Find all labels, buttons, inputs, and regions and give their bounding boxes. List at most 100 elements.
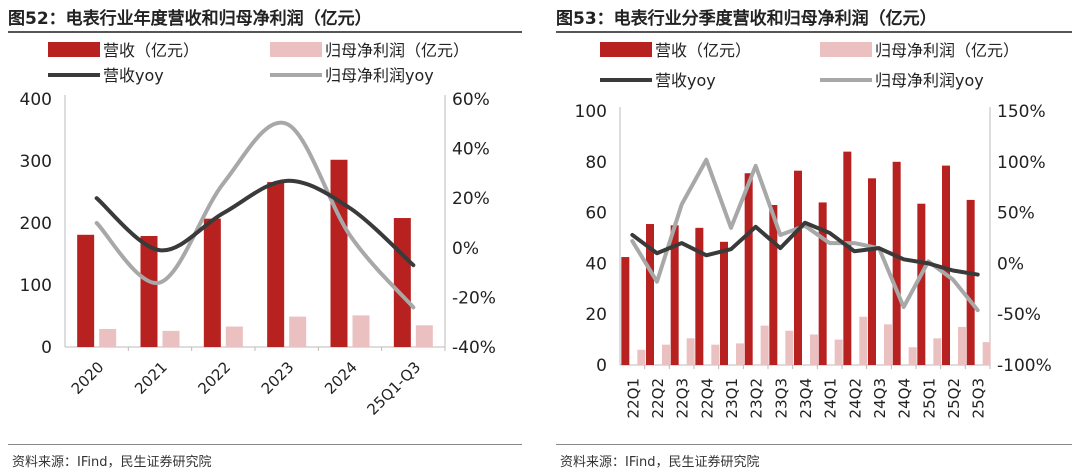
y-left-tick-label: 60 [585,204,607,224]
profit-bar [785,330,794,365]
chart-title: 图53：电表行业分季度营收和归母净利润（亿元） [556,9,937,29]
legend-swatch-profit [820,42,872,57]
x-tick-label: 22Q2 [649,378,667,418]
y-right-tick-label: -40% [452,338,496,358]
revenue-bar [720,241,728,365]
y-right-tick-label: 40% [452,140,490,160]
revenue-bar [868,178,876,365]
revenue-bar [77,234,95,347]
profit-bar [736,343,744,365]
profit-yoy-line [94,120,416,310]
revenue-yoy-line [94,178,416,268]
y-right-tick-label: 50% [997,204,1035,224]
revenue-yoy-line [630,220,980,277]
profit-bar [637,349,646,365]
title-rule [556,31,1072,33]
revenue-bar [203,218,221,347]
revenue-bar [140,236,158,347]
y-left-tick-label: 20 [585,305,607,325]
legend-label-profit-yoy: 归母净利润yoy [875,71,984,90]
revenue-bar [794,170,802,365]
profit-yoy-line [630,157,980,313]
legend-label-revenue-yoy: 营收yoy [655,71,716,90]
revenue-bar [621,257,630,365]
revenue-bar [818,202,827,365]
profit-bar [958,326,966,365]
title-rule [8,31,522,33]
y-right-tick-label: 20% [452,189,490,209]
y-right-tick-label: 150% [997,102,1046,122]
x-tick-label: 24Q2 [846,378,864,418]
profit-bar [834,339,843,365]
revenue-bar [843,151,852,365]
y-left-tick-label: 200 [20,214,52,234]
profit-bar [225,326,243,347]
profit-bar [810,334,818,365]
y-right-tick-label: -50% [997,305,1041,325]
y-left-tick-label: 100 [20,276,52,296]
legend-swatch-revenue [48,42,100,57]
y-left-tick-label: 300 [20,152,52,172]
x-tick-label: 22Q1 [624,378,642,418]
revenue-bar [917,203,926,365]
profit-bar [982,342,991,365]
revenue-bar [695,227,704,365]
legend-label-profit: 归母净利润（亿元） [325,41,469,60]
x-tick-label: 24Q3 [871,378,889,418]
profit-bar [884,324,892,365]
y-right-tick-label: -20% [452,288,496,308]
source-note: 资料来源：IFind，民生证券研究院 [560,455,760,470]
source-rule [8,444,522,445]
y-left-tick-label: 80 [585,153,607,173]
legend-label-profit: 归母净利润（亿元） [875,41,1019,60]
y-left-tick-label: 40 [585,254,607,274]
profit-bar [289,316,307,347]
legend-label-revenue: 营收（亿元） [655,41,751,60]
revenue-bar [744,173,753,365]
revenue-bar [769,204,778,365]
profit-bar [415,325,433,347]
y-left-tick-label: 0 [41,338,52,358]
revenue-bar [670,225,679,365]
y-left-tick-label: 0 [596,356,607,376]
profit-bar [686,338,695,365]
profit-bar [908,347,917,365]
profit-bar [99,329,117,347]
legend-label-revenue: 营收（亿元） [103,41,199,60]
revenue-bar [267,182,285,347]
legend-label-profit-yoy: 归母净利润yoy [325,66,434,85]
source-note: 资料来源：IFind，民生证券研究院 [12,455,212,470]
y-right-tick-label: 0% [452,239,479,259]
profit-bar [162,330,180,347]
x-tick-label: 23Q1 [723,378,741,418]
profit-bar [711,344,720,365]
x-tick-label: 25Q2 [945,378,963,418]
profit-bar [859,316,868,365]
chart-title: 图52：电表行业年度营收和归母净利润（亿元） [8,9,372,29]
revenue-bar [892,161,901,365]
y-right-tick-label: 0% [997,254,1024,274]
quarterly-chart: 0 20 40 60 80 100 -100% -50% 0% 50% 100% 150% 22Q1 22… [575,41,1052,418]
x-tick-label: 23Q3 [772,378,790,418]
y-left-tick-label: 100 [575,102,607,122]
x-tick-label: 25Q3 [970,378,988,418]
x-tick-label: 22Q3 [674,378,692,418]
profit-bar [933,338,942,365]
revenue-bar [646,224,654,365]
revenue-bar [942,165,950,365]
x-tick-label: 24Q1 [822,378,840,418]
profit-bar [662,344,670,365]
x-tick-label: 23Q2 [748,378,766,418]
x-tick-label: 24Q4 [896,378,914,418]
revenue-bar [966,199,975,365]
legend-label-revenue-yoy: 营收yoy [103,66,164,85]
y-left-tick-label: 400 [20,90,52,110]
legend-swatch-revenue [600,42,652,57]
y-right-tick-label: 60% [452,90,490,110]
legend-swatch-profit [270,42,322,57]
x-tick-label: 25Q1 [920,378,938,418]
x-tick-label: 22Q4 [698,378,716,418]
profit-bar [352,315,370,347]
source-rule [556,444,1072,445]
